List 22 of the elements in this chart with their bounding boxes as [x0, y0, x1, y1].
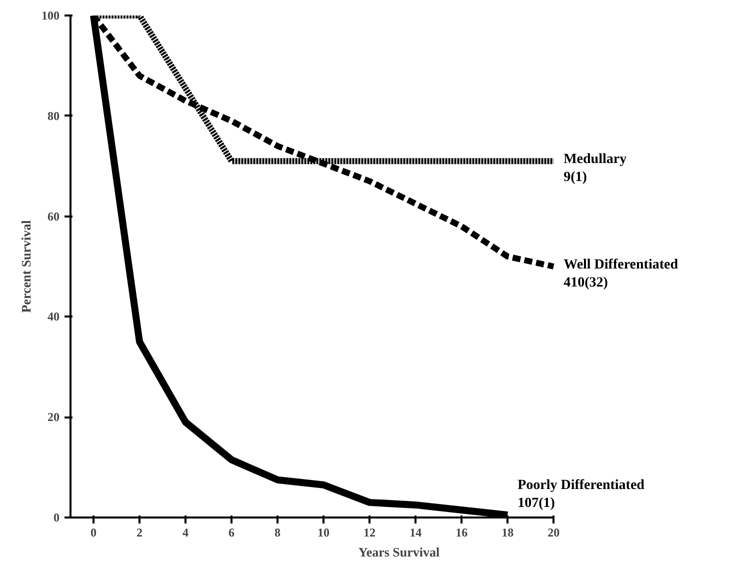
y-tick-label: 100: [42, 8, 60, 22]
x-tick-label: 14: [410, 526, 422, 540]
series-label: Poorly Differentiated 107(1): [518, 478, 645, 511]
y-axis-title: Percent Survival: [18, 220, 34, 313]
y-tick-label: 0: [54, 510, 60, 524]
x-tick-label: 4: [182, 526, 189, 540]
x-tick-label: 16: [456, 526, 468, 540]
x-tick-label: 18: [502, 526, 514, 540]
x-tick-label: 2: [136, 526, 143, 540]
y-tick-label: 60: [48, 209, 60, 224]
series-label: Well Differentiated 410(32): [564, 258, 678, 290]
y-tick-label: 40: [48, 310, 60, 324]
x-axis-title: Years Survival: [358, 544, 440, 560]
x-tick-label: 12: [364, 526, 376, 540]
x-tick-label: 10: [318, 526, 330, 540]
series-label: Medullary 9(1): [564, 152, 627, 186]
x-tick-label: 6: [228, 526, 235, 540]
y-tick-label: 20: [48, 410, 60, 424]
x-tick-label: 20: [548, 526, 560, 540]
x-tick-label: 8: [274, 526, 281, 540]
x-tick-label: 0: [90, 526, 97, 540]
y-tick-label: 80: [48, 108, 60, 123]
